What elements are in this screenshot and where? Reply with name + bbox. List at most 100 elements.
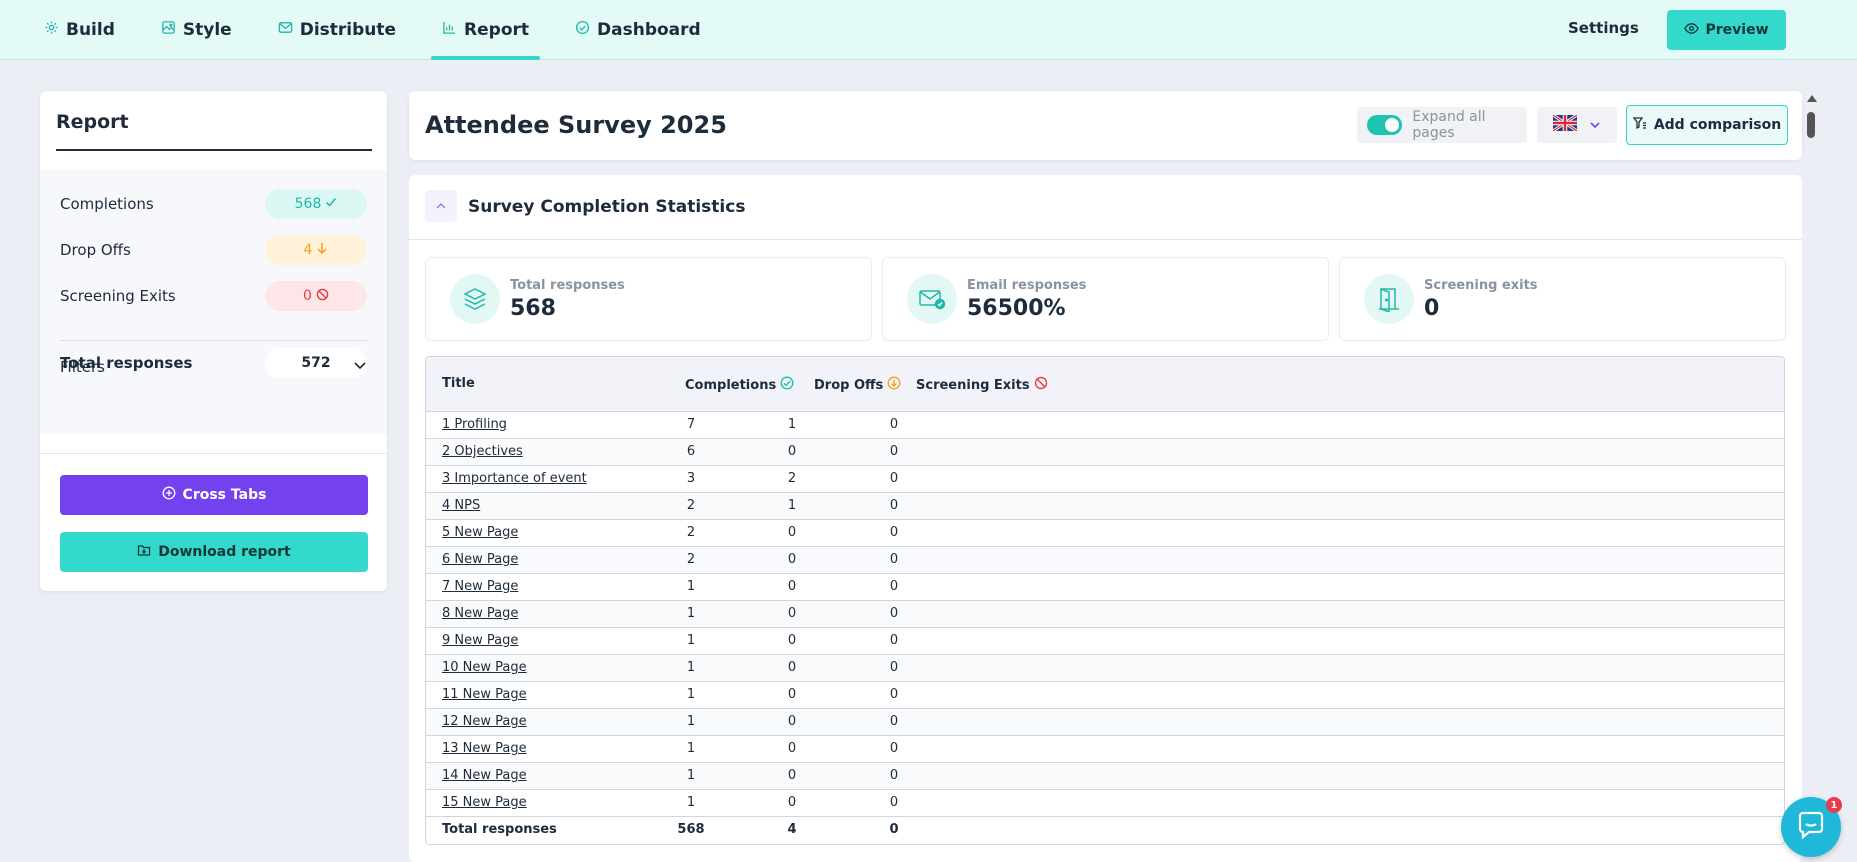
cell-completions: 1 [686,714,696,729]
tab-build[interactable]: Build [30,0,129,60]
settings-link[interactable]: Settings [1568,19,1639,37]
cross-tabs-button[interactable]: Cross Tabs [60,475,368,515]
chat-notification-badge: 1 [1826,797,1842,813]
expand-label: Expand all pages [1412,109,1486,141]
collapse-button[interactable] [425,190,457,222]
sidebar-stats: Completions 568 Drop Offs 4 Screening Ex… [40,170,387,434]
survey-title: Attendee Survey 2025 [425,111,727,139]
tab-distribute-label: Distribute [299,20,397,40]
cell-drop-offs: 0 [787,579,797,594]
page-link[interactable]: 11 New Page [442,687,527,702]
preview-button[interactable]: Preview [1667,10,1786,50]
tab-style[interactable]: Style [147,0,246,60]
col-screening-exits-label: Screening Exits [916,377,1030,393]
language-selector[interactable] [1537,107,1617,143]
cell-exits: 0 [889,795,899,810]
screening-exits-card: Screening exits 0 [1339,257,1786,341]
cell-exits: 0 [889,498,899,513]
page-link[interactable]: 12 New Page [442,714,527,729]
chat-bubble-icon [1795,809,1827,845]
table-row: 2 Objectives 6 0 0 [426,439,1784,466]
door-exit-icon [1364,274,1414,324]
chevron-down-icon [353,358,367,376]
tab-style-label: Style [182,20,232,40]
cell-completions: 6 [686,444,696,459]
download-label: Download report [158,544,291,560]
cell-completions: 568 [677,822,705,837]
add-comparison-label: Add comparison [1653,117,1782,133]
table-body: 1 Profiling 7 1 0 2 Objectives 6 0 0 3 Importanc… [426,412,1784,844]
cell-completions: 1 [686,795,696,810]
cell-completions: 1 [686,687,696,702]
mail-check-icon [907,274,957,324]
stat-label: Screening Exits [60,287,176,305]
toggle-switch[interactable] [1367,115,1403,135]
cross-tabs-label: Cross Tabs [182,487,267,503]
table-row: 10 New Page 1 0 0 [426,655,1784,682]
page-link[interactable]: 9 New Page [442,633,519,648]
tab-dashboard[interactable]: Dashboard [561,0,715,60]
block-icon [1034,376,1048,394]
cell-exits: 0 [889,552,899,567]
cell-drop-offs: 4 [787,822,797,837]
col-screening-exits: Screening Exits [916,376,1048,394]
page-link[interactable]: 14 New Page [442,768,527,783]
table-row: 8 New Page 1 0 0 [426,601,1784,628]
table-row: 11 New Page 1 0 0 [426,682,1784,709]
col-title: Title [442,376,475,391]
tab-report[interactable]: Report [428,0,543,60]
page-link[interactable]: 3 Importance of event [442,471,587,486]
cell-exits: 0 [889,768,899,783]
page-link[interactable]: 4 NPS [442,498,481,513]
scroll-up-arrow-icon[interactable] [1807,95,1817,102]
tab-report-label: Report [464,20,530,40]
top-nav: Build Style Distribute Report Dashboard … [0,0,1857,60]
tab-distribute[interactable]: Distribute [264,0,410,60]
cell-completions: 2 [686,525,696,540]
page-scrollbar[interactable] [1804,91,1818,862]
tab-build-label: Build [66,20,115,40]
total-label: Total responses [442,822,557,837]
cell-exits: 0 [889,471,899,486]
add-comparison-button[interactable]: Add comparison [1626,105,1788,145]
sidebar-divider [56,149,372,151]
folder-download-icon [137,543,151,561]
stat-completions: Completions 568 [60,189,367,219]
report-sidebar: Report Completions 568 Drop Offs 4 Scree… [40,91,387,591]
page-link[interactable]: 2 Objectives [442,444,523,459]
cell-completions: 1 [686,660,696,675]
completions-value: 568 [294,196,322,212]
cell-exits: 0 [889,822,899,837]
page-link[interactable]: 13 New Page [442,741,527,756]
table-row: 12 New Page 1 0 0 [426,709,1784,736]
stat-drop-offs: Drop Offs 4 [60,235,367,265]
section-title: Survey Completion Statistics [468,197,746,217]
report-icon [442,20,457,40]
cell-completions: 1 [686,606,696,621]
arrow-down-icon [316,242,328,258]
page-link[interactable]: 5 New Page [442,525,519,540]
page-link[interactable]: 1 Profiling [442,417,507,432]
stats-divider [60,340,367,341]
palette-icon [161,20,176,40]
cell-exits: 0 [889,417,899,432]
page-link[interactable]: 8 New Page [442,606,519,621]
download-report-button[interactable]: Download report [60,532,368,572]
page-link[interactable]: 15 New Page [442,795,527,810]
col-completions-label: Completions [685,377,777,393]
cell-drop-offs: 0 [787,687,797,702]
card-value: 56500% [967,296,1066,321]
page-link[interactable]: 6 New Page [442,552,519,567]
section-header: Survey Completion Statistics [409,175,1802,240]
expand-all-toggle[interactable]: Expand all pages [1357,107,1527,143]
uk-flag-icon [1552,113,1578,135]
page-link[interactable]: 7 New Page [442,579,519,594]
filters-toggle[interactable]: Filters [60,352,367,382]
page-link[interactable]: 10 New Page [442,660,527,675]
completion-stats-section: Survey Completion Statistics Total respo… [409,175,1802,862]
scroll-thumb[interactable] [1807,112,1815,138]
tab-dashboard-label: Dashboard [597,20,701,40]
arrow-down-circle-icon [887,376,901,394]
table-header: Title Completions Drop Offs Screening Ex… [426,357,1784,412]
screening-exits-badge: 0 [265,281,367,311]
